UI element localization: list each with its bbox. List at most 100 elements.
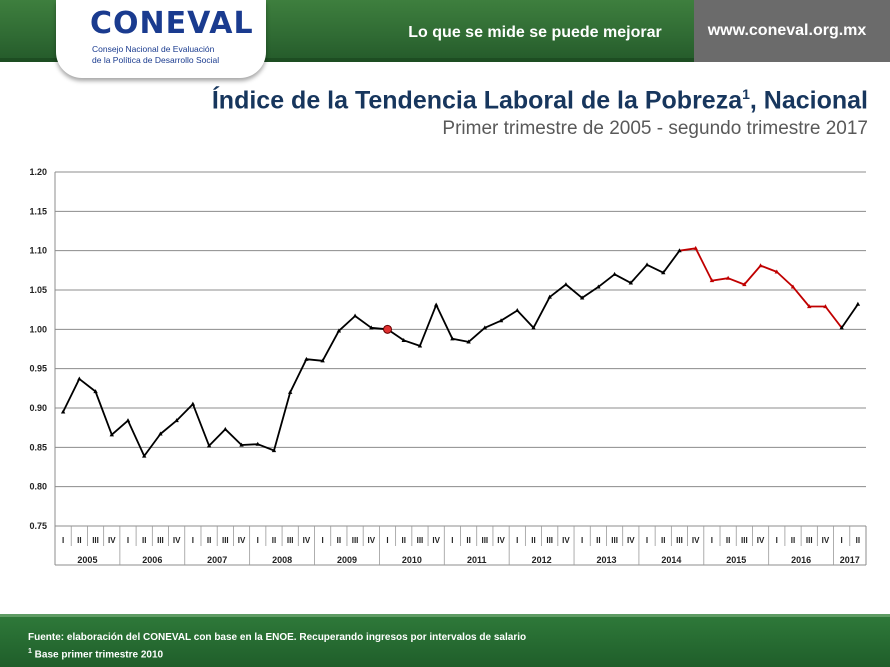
x-tick-label: I bbox=[62, 536, 64, 545]
chart-title-text: Índice de la Tendencia Laboral de la Pob… bbox=[211, 86, 743, 115]
x-tick-label: I bbox=[192, 536, 194, 545]
x-tick-label: II bbox=[272, 536, 276, 545]
data-point-marker bbox=[807, 304, 812, 309]
x-tick-label: IV bbox=[368, 536, 376, 545]
x-tick-label: III bbox=[352, 536, 359, 545]
y-tick-label: 0.90 bbox=[29, 403, 47, 413]
base-note: 1 Base primer trimestre 2010 bbox=[28, 648, 163, 660]
data-point-marker bbox=[547, 294, 552, 299]
logo-text: CONEVAL bbox=[90, 6, 254, 41]
data-point-marker bbox=[563, 282, 569, 287]
x-tick-label: III bbox=[676, 536, 683, 545]
chart-title: Índice de la Tendencia Laboral de la Pob… bbox=[212, 86, 868, 115]
x-tick-label: IV bbox=[692, 536, 700, 545]
year-label: 2014 bbox=[661, 555, 681, 565]
x-tick-label: IV bbox=[303, 536, 311, 545]
data-point-marker bbox=[206, 443, 212, 448]
data-point-marker bbox=[450, 336, 455, 341]
x-tick-label: II bbox=[531, 536, 535, 545]
year-label: 2013 bbox=[596, 555, 616, 565]
year-label: 2007 bbox=[207, 555, 227, 565]
chart-title-suffix: , Nacional bbox=[749, 86, 868, 115]
data-point-marker bbox=[466, 339, 471, 344]
x-tick-label: I bbox=[776, 536, 778, 545]
data-point-marker bbox=[109, 432, 114, 437]
website-link[interactable]: www.coneval.org.mx bbox=[707, 22, 867, 39]
data-point-marker bbox=[304, 356, 309, 361]
x-tick-label: II bbox=[466, 536, 470, 545]
footer-band bbox=[0, 614, 890, 667]
x-tick-label: II bbox=[726, 536, 730, 545]
year-label: 2015 bbox=[726, 555, 746, 565]
data-point-marker bbox=[190, 401, 196, 406]
x-tick-label: III bbox=[287, 536, 294, 545]
series-lines bbox=[62, 247, 859, 457]
x-tick-label: I bbox=[841, 536, 843, 545]
data-point-marker bbox=[661, 270, 666, 275]
x-tick-label: I bbox=[516, 536, 518, 545]
data-point-marker bbox=[596, 284, 601, 289]
x-tick-label: IV bbox=[432, 536, 440, 545]
data-point-marker bbox=[336, 328, 342, 333]
grid-lines bbox=[54, 171, 867, 566]
series-markers bbox=[60, 245, 861, 458]
data-point-marker bbox=[433, 302, 439, 307]
year-label: 2008 bbox=[272, 555, 292, 565]
data-point-marker bbox=[174, 418, 179, 423]
data-point-marker bbox=[223, 426, 228, 431]
x-tick-label: I bbox=[581, 536, 583, 545]
x-tick-label: I bbox=[646, 536, 648, 545]
x-tick-label: II bbox=[856, 536, 860, 545]
data-point-marker bbox=[255, 441, 260, 446]
data-point-marker bbox=[693, 245, 698, 250]
x-tick-label: IV bbox=[627, 536, 635, 545]
y-tick-label: 1.10 bbox=[29, 246, 47, 256]
y-tick-label: 0.95 bbox=[29, 364, 47, 374]
x-tick-label: IV bbox=[108, 536, 116, 545]
data-point-marker bbox=[482, 325, 488, 330]
data-point-marker bbox=[531, 325, 536, 330]
x-tick-label: IV bbox=[497, 536, 505, 545]
x-tick-label: III bbox=[417, 536, 424, 545]
data-point-marker bbox=[239, 442, 244, 447]
y-tick-label: 1.00 bbox=[29, 324, 47, 334]
data-point-marker bbox=[287, 389, 293, 394]
x-tick-label: IV bbox=[757, 536, 765, 545]
slogan: Lo que se mide se puede mejorar bbox=[408, 24, 662, 41]
year-label: 2011 bbox=[467, 555, 487, 565]
line-chart: 0.75 0.80 0.85 0.90 0.95 1.00 1.05 1.10 1.15 1.20… bbox=[29, 167, 867, 566]
x-tick-label: II bbox=[337, 536, 341, 545]
year-label: 2016 bbox=[791, 555, 811, 565]
y-axis-ticks: 0.75 0.80 0.85 0.90 0.95 1.00 1.05 1.10 1.15 1.20 bbox=[29, 167, 47, 531]
x-tick-label: IV bbox=[238, 536, 246, 545]
chart-subtitle: Primer trimestre de 2005 - segundo trime… bbox=[442, 118, 868, 139]
data-point-marker bbox=[271, 448, 277, 453]
x-tick-label: III bbox=[92, 536, 99, 545]
x-tick-label: III bbox=[481, 536, 488, 545]
data-point-marker bbox=[158, 431, 163, 436]
x-tick-label: I bbox=[127, 536, 129, 545]
x-tick-label: II bbox=[661, 536, 665, 545]
x-axis: I II III IV I II III IV I II III IV I II III IV I II III IV… bbox=[62, 526, 860, 565]
series-line-red bbox=[679, 247, 843, 329]
x-tick-label: III bbox=[157, 536, 164, 545]
x-tick-label: I bbox=[451, 536, 453, 545]
x-tick-label: II bbox=[791, 536, 795, 545]
x-tick-label: II bbox=[142, 536, 146, 545]
x-tick-label: I bbox=[257, 536, 259, 545]
data-point-marker bbox=[515, 308, 520, 313]
data-point-marker bbox=[579, 295, 585, 300]
base-point-marker bbox=[383, 324, 393, 334]
x-tick-label: III bbox=[546, 536, 553, 545]
year-label: 2010 bbox=[402, 555, 422, 565]
year-label: 2005 bbox=[77, 555, 97, 565]
data-point-marker bbox=[758, 263, 763, 268]
x-tick-label: II bbox=[596, 536, 600, 545]
data-point-marker bbox=[677, 248, 682, 253]
source-note: Fuente: elaboración del CONEVAL con base… bbox=[28, 632, 527, 643]
y-tick-label: 0.85 bbox=[29, 442, 47, 452]
data-point-marker bbox=[352, 313, 358, 318]
data-point-marker bbox=[142, 453, 147, 458]
logo-subtitle-line2: de la Política de Desarrollo Social bbox=[92, 55, 220, 65]
data-point-marker bbox=[77, 376, 82, 381]
